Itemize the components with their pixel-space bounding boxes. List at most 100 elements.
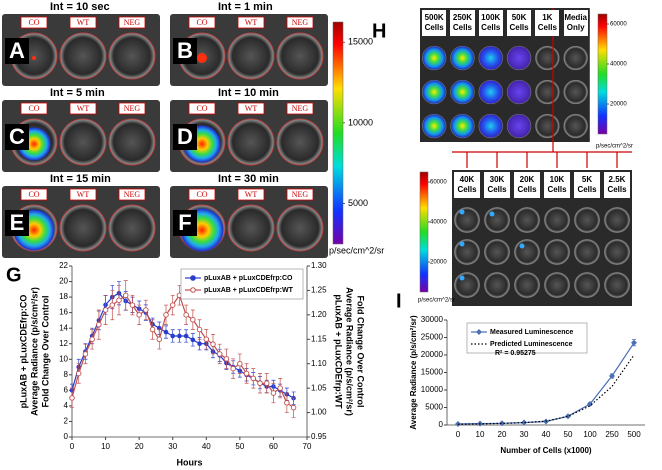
y-tick-label: 6 xyxy=(64,385,69,394)
faint-signal xyxy=(459,209,465,215)
x-tick-label: 50 xyxy=(235,442,244,451)
marker xyxy=(565,413,571,420)
marker xyxy=(96,321,102,328)
well xyxy=(484,272,510,298)
marker xyxy=(116,297,122,303)
annotation: R² = 0.95275 xyxy=(495,350,536,357)
x-tick-label: 40 xyxy=(202,442,211,451)
well-label-box xyxy=(20,188,48,201)
y-tick-label: 8 xyxy=(64,370,69,379)
well xyxy=(563,79,588,105)
well-label: CO xyxy=(196,18,207,27)
well xyxy=(506,45,532,71)
well xyxy=(563,113,588,139)
well xyxy=(544,239,570,265)
well-label-box xyxy=(118,102,146,115)
legend-label: pLuxAB + pLuxCDEfrp:WT xyxy=(204,287,294,294)
well-label: WT xyxy=(245,190,258,199)
well-label-box xyxy=(69,16,97,29)
well-label: CO xyxy=(28,190,39,199)
marker xyxy=(609,373,615,379)
x-tick-label: 250 xyxy=(605,430,619,439)
well-label-box xyxy=(20,102,48,115)
well xyxy=(450,113,475,139)
well xyxy=(544,272,570,298)
y-tick-label: 0 xyxy=(64,432,69,441)
panel-letter: G xyxy=(6,264,22,286)
faint-signal xyxy=(489,211,495,217)
plate-title: Int = 10 sec xyxy=(50,1,110,13)
well xyxy=(421,113,447,139)
column-header: 30K Cells xyxy=(484,172,510,198)
marker xyxy=(203,336,210,343)
well-label-box xyxy=(20,16,48,29)
y2-axis-title: Average Radiance (p/s/cm²/sr) xyxy=(345,287,355,416)
well xyxy=(59,118,107,166)
colorbar-unit: p/sec/cm^2/sr xyxy=(596,144,633,150)
well xyxy=(604,239,630,265)
well xyxy=(421,79,447,105)
well xyxy=(535,113,560,139)
x-tick-label: 10 xyxy=(476,430,485,439)
plate-title: Int = 30 min xyxy=(218,173,279,185)
colorbar-tick-label: 40000 xyxy=(610,62,627,68)
well xyxy=(450,45,475,71)
well xyxy=(478,113,503,139)
panel-letter-box xyxy=(5,210,29,236)
well xyxy=(514,272,540,298)
x-tick-label: 60 xyxy=(269,442,278,451)
well xyxy=(574,272,600,298)
marker xyxy=(149,326,156,333)
well-label-box xyxy=(118,16,146,29)
x-tick-label: 40 xyxy=(542,430,551,439)
well xyxy=(421,45,447,71)
x-tick-label: 0 xyxy=(70,442,75,451)
well xyxy=(227,32,275,80)
well-label-box xyxy=(188,102,216,115)
colorbar-tick-label: 10000 xyxy=(348,117,373,127)
plate xyxy=(452,170,632,306)
well-label: WT xyxy=(245,104,258,113)
marker xyxy=(587,401,593,407)
series-line xyxy=(71,293,294,409)
y2-tick-label: 1.25 xyxy=(311,286,327,295)
well xyxy=(276,32,324,80)
well-label: NEG xyxy=(124,190,141,199)
well xyxy=(563,45,588,71)
marker xyxy=(223,356,230,362)
x-tick-label: 0 xyxy=(456,430,461,439)
column-header: 40K Cells xyxy=(454,172,480,198)
well-label: WT xyxy=(77,104,90,113)
marker xyxy=(250,375,257,382)
well-label-box xyxy=(69,188,97,201)
marker xyxy=(82,351,89,357)
y-tick-label: 20 xyxy=(59,277,68,286)
marker xyxy=(75,370,82,377)
y-tick-label: 0 xyxy=(439,420,444,429)
legend-label: Measured Luminescence xyxy=(490,329,573,336)
legend-label: Predicted Luminescence xyxy=(490,341,573,348)
x-tick-label: 30 xyxy=(168,442,177,451)
plate-title: Int = 5 min xyxy=(50,87,105,99)
well-label: CO xyxy=(196,104,207,113)
well xyxy=(59,204,107,252)
marker xyxy=(102,307,109,313)
column-header: 250K Cells xyxy=(450,10,475,36)
column-header: 50K Cells xyxy=(506,10,532,36)
y2-tick-label: 1.15 xyxy=(311,334,327,343)
legend-box xyxy=(180,268,304,300)
colorbar-tick-label: 5000 xyxy=(348,198,368,208)
marker xyxy=(631,339,637,346)
marker xyxy=(216,351,223,357)
y2-tick-label: 1.30 xyxy=(311,261,327,270)
x-axis-title: Number of Cells (x1000) xyxy=(500,446,591,455)
x-tick-label: 50 xyxy=(564,430,573,439)
marker xyxy=(163,312,169,318)
well-label: NEG xyxy=(124,104,141,113)
marker xyxy=(69,395,75,401)
well-label: WT xyxy=(245,18,258,27)
plate-title: Int = 10 min xyxy=(218,87,279,99)
legend-label: pLuxAB + pLuxCDEfrp:CO xyxy=(204,275,293,282)
well-label: WT xyxy=(77,190,90,199)
